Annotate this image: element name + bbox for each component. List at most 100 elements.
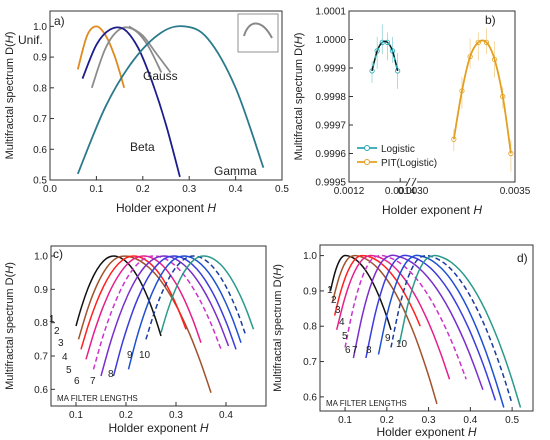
x-axis-label-d-part: Holder exponent [376,425,467,439]
x-tick-label-b: 0.0012 [334,186,365,197]
y-axis-label-c-italic: H [4,266,16,274]
x-tick-label-d: 0.1 [338,415,352,426]
panel-label-c: c) [53,247,63,261]
panel-label-d: d) [517,251,528,265]
y-tick-label-a: 0.8 [33,83,47,94]
series-dash-b-0 [371,40,399,72]
plot-frame-d [319,244,534,412]
axis-break-gap [407,179,417,185]
y-axis-label-b: Multifractal spectrum D(H) [293,33,305,161]
y-tick-label-b: 1.0000 [315,35,346,46]
line-label-c-3: 4 [62,352,68,363]
x-tick-label-d: 0.3 [422,415,436,426]
line-label-d-0: 1 [327,285,333,296]
y-axis-label-c-part: Multifractal spectrum D( [4,273,16,389]
series-line-c-7 [127,255,242,370]
y-tick-label-d: 0.6 [303,392,317,403]
series-line-d-6 [365,254,497,401]
x-tick-label-a: 0.5 [275,184,289,195]
y-tick-label-c: 0.7 [34,352,48,363]
series-line-c-4 [92,255,222,370]
x-axis-label-a-italic: H [207,201,216,215]
y-tick-label-b: 1.0001 [315,7,346,18]
x-axis-label-d-italic: H [468,425,477,439]
line-label-c-6: 7 [90,376,96,387]
x-tick-label-d: 0.2 [380,415,394,426]
series-label-a: Gauss [143,69,178,83]
panel-label-a: a) [54,14,65,28]
y-tick-label-d: 1.0 [303,251,317,262]
series-line-c-1 [77,255,212,393]
x-tick-label-c: 0.4 [219,410,233,421]
line-label-d-8: 9 [385,333,391,344]
line-label-c-2: 3 [58,338,64,349]
y-axis-label-d-part: Multifractal spectrum D( [272,275,284,391]
series-line-a-4 [76,25,265,175]
legend-label-b-0: Logistic [381,144,415,155]
y-axis-label-d: Multifractal spectrum D(H) [272,264,284,392]
inset-curve [243,22,273,39]
series-line-d-7 [377,254,505,408]
line-label-d-2: 3 [335,305,341,316]
line-label-d-9: 10 [396,339,408,350]
plot-frame-b [348,10,516,183]
x-axis-label-d: Holder exponent H [376,425,476,439]
plot-frame-a [49,10,283,181]
legend-marker-b-0 [364,145,370,151]
line-label-c-7: 8 [108,369,114,380]
y-axis-label-b-italic: H [293,36,305,44]
y-axis-label-a-italic: H [4,35,16,43]
x-axis-label-c-italic: H [200,421,209,435]
series-label-a: Beta [130,140,155,154]
y-tick-label-a: 1.0 [33,22,47,33]
y-tick-label-d: 0.8 [303,322,317,333]
series-line-c-2 [80,255,187,350]
filter-note-d: MA FILTER LENGTHS [326,399,407,408]
y-axis-label-c: Multifractal spectrum D(H) [4,262,16,390]
x-tick-label-b: 0.0014 [385,186,416,197]
series-line-a-0 [76,25,126,89]
x-tick-label-d: 0.4 [463,415,477,426]
y-tick-label-b: 0.9997 [315,121,346,132]
panel-label-b: b) [485,13,496,27]
y-tick-label-c: 0.8 [34,318,48,329]
x-axis-label-b-part: Holder exponent [382,203,473,217]
line-label-c-5: 6 [74,376,80,387]
series-line-d-0 [329,254,392,331]
y-tick-label-c: 1.0 [34,252,48,263]
y-tick-label-c: 0.9 [34,285,48,296]
y-tick-label-a: 0.7 [33,114,47,125]
y-tick-label-a: 0.9 [33,53,47,64]
x-tick-label-d: 0.5 [505,415,519,426]
legend-label-b-1: PIT(Logistic) [381,158,437,169]
series-line-c-3 [85,255,202,360]
line-label-c-1: 2 [54,326,60,337]
y-axis-label-b-part: Multifractal spectrum D( [293,44,305,160]
y-tick-label-d: 0.9 [303,286,317,297]
x-axis-label-b: Holder exponent H [382,203,482,217]
series-line-a-2 [128,25,172,74]
line-label-d-3: 4 [339,317,345,328]
series-line-b-1 [452,39,512,154]
y-axis-label-a: Multifractal spectrum D(H) [4,32,16,160]
series-line-d-3 [335,254,451,380]
y-tick-label-b: 0.9996 [315,149,346,160]
series-label-a: Gamma [214,164,257,178]
y-tick-label-c: 0.6 [34,385,48,396]
x-tick-label-c: 0.2 [119,410,133,421]
x-tick-label-a: 0.2 [136,184,150,195]
series-line-d-9 [398,254,522,408]
x-tick-label-a: 0.3 [182,184,196,195]
line-label-d-4: 5 [342,331,348,342]
line-label-c-4: 5 [66,365,72,376]
line-label-d-6: 7 [352,345,358,356]
series-line-a-3 [81,26,181,178]
series-line-d-4 [344,254,467,380]
series-line-d-8 [390,254,513,405]
series-line-d-5 [352,254,484,391]
series-line-d-1 [331,254,438,405]
y-axis-label-d-part: ) [272,264,284,268]
y-axis-label-b-part: ) [293,33,305,37]
y-tick-label-d: 0.7 [303,357,317,368]
